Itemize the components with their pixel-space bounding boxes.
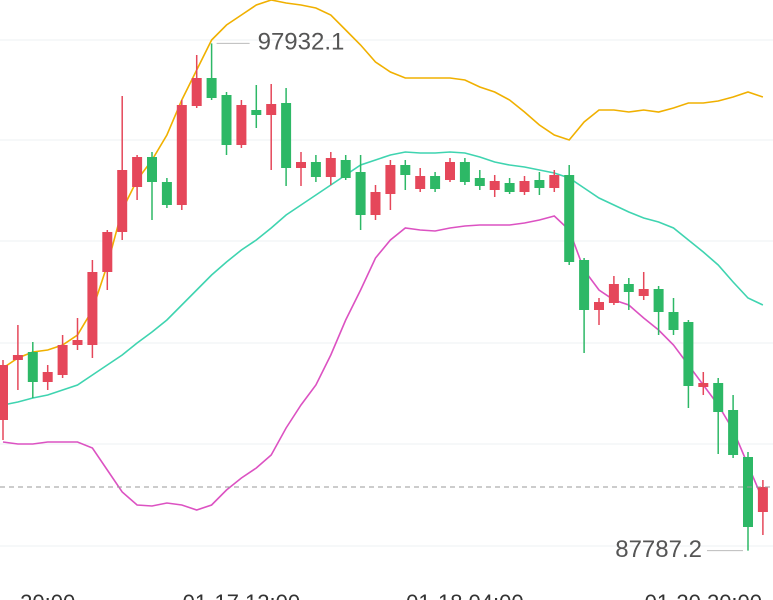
candle-body [340,160,351,178]
candle-body [27,352,38,382]
candle-body [668,312,679,330]
candle-body [743,457,753,527]
band-line [2,151,764,406]
candle-body [400,165,411,175]
candle-body [415,176,426,189]
candle-body [132,157,143,187]
candle-body [281,103,292,168]
candle-body [534,180,545,188]
candle-body [698,383,709,387]
candle-body [42,372,53,382]
candle-body [564,175,575,262]
grid [0,39,773,547]
candle-body [474,178,485,186]
candle-body [236,105,247,145]
min-label: 87787.2 [615,536,702,563]
candle-body [549,175,560,188]
candle-body [176,105,187,205]
candle-body [355,172,366,215]
candle-body [430,176,441,189]
x-tick-label: 01-20 20:00 [645,590,762,600]
max-label: 97932.1 [258,29,345,56]
candle-body [221,95,232,145]
candle-body [459,162,470,182]
x-tick-label: 01-17 12:00 [183,590,300,600]
candle-body [57,345,68,375]
candle-body [504,183,515,192]
candle-body [87,272,98,345]
candle-body [623,284,634,292]
x-tick-label: 01-18 04:00 [406,590,523,600]
candle-body [102,232,113,272]
candle-body [251,110,262,115]
candle-body [653,289,664,312]
candle-body [594,302,604,310]
candle-body [757,487,768,512]
candle-body [161,182,172,205]
candle-body [638,289,649,296]
candle-body [325,158,336,177]
band-line [2,215,764,511]
candle-body [370,192,381,215]
candle-body [206,78,217,98]
candle-body [713,383,724,412]
candle-body [683,322,694,386]
candle-body [608,284,619,303]
candle-body [147,157,157,182]
candle-body [72,340,83,345]
candle-body [12,355,23,360]
candle-body [445,162,455,180]
candle-body [310,162,321,177]
candle-body [296,162,306,168]
candle-body [385,165,396,194]
band-line [2,0,764,369]
candle-body [0,365,8,420]
candle-body [191,78,202,106]
candle-body [519,181,530,192]
candle-body [579,260,590,310]
x-tick-label: 20:00 [20,590,75,600]
candle-body [266,104,277,115]
candle-body [117,170,128,232]
candle-body [728,410,739,455]
candle-body [489,181,500,190]
